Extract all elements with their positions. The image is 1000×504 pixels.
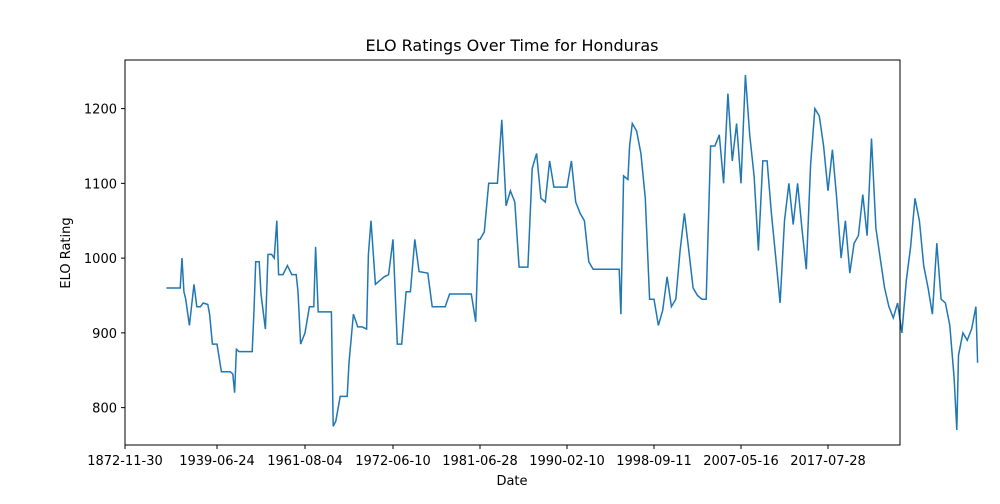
- y-tick-label: 900: [92, 327, 117, 342]
- x-tick-label: 2017-07-28: [790, 454, 866, 469]
- axes: 1872-11-30 1939-06-24 1961-08-04 1972-06-10…: [84, 59, 979, 469]
- chart-title: ELO Ratings Over Time for Honduras: [365, 36, 658, 55]
- plot-frame: [124, 59, 901, 446]
- y-tick-label: 1000: [84, 252, 117, 267]
- x-tick-label: 1990-02-10: [529, 454, 605, 469]
- x-tick-label: 2007-05-16: [703, 454, 779, 469]
- x-tick-label: 1939-06-24: [179, 454, 255, 469]
- x-tick-label: 1972-06-10: [355, 454, 431, 469]
- y-axis-label: ELO Rating: [59, 217, 74, 288]
- series-line-elo: [166, 74, 979, 431]
- y-tick-label: 800: [92, 402, 117, 417]
- x-axis-label: Date: [496, 474, 527, 489]
- x-tick-label: 1961-08-04: [267, 454, 343, 469]
- y-tick-label: 1200: [84, 103, 117, 118]
- y-tick-label: 1100: [84, 177, 117, 192]
- x-tick-label: 1998-09-11: [616, 454, 692, 469]
- x-tick-label: 1872-11-30: [87, 454, 163, 469]
- x-tick-label: 1981-06-28: [442, 454, 518, 469]
